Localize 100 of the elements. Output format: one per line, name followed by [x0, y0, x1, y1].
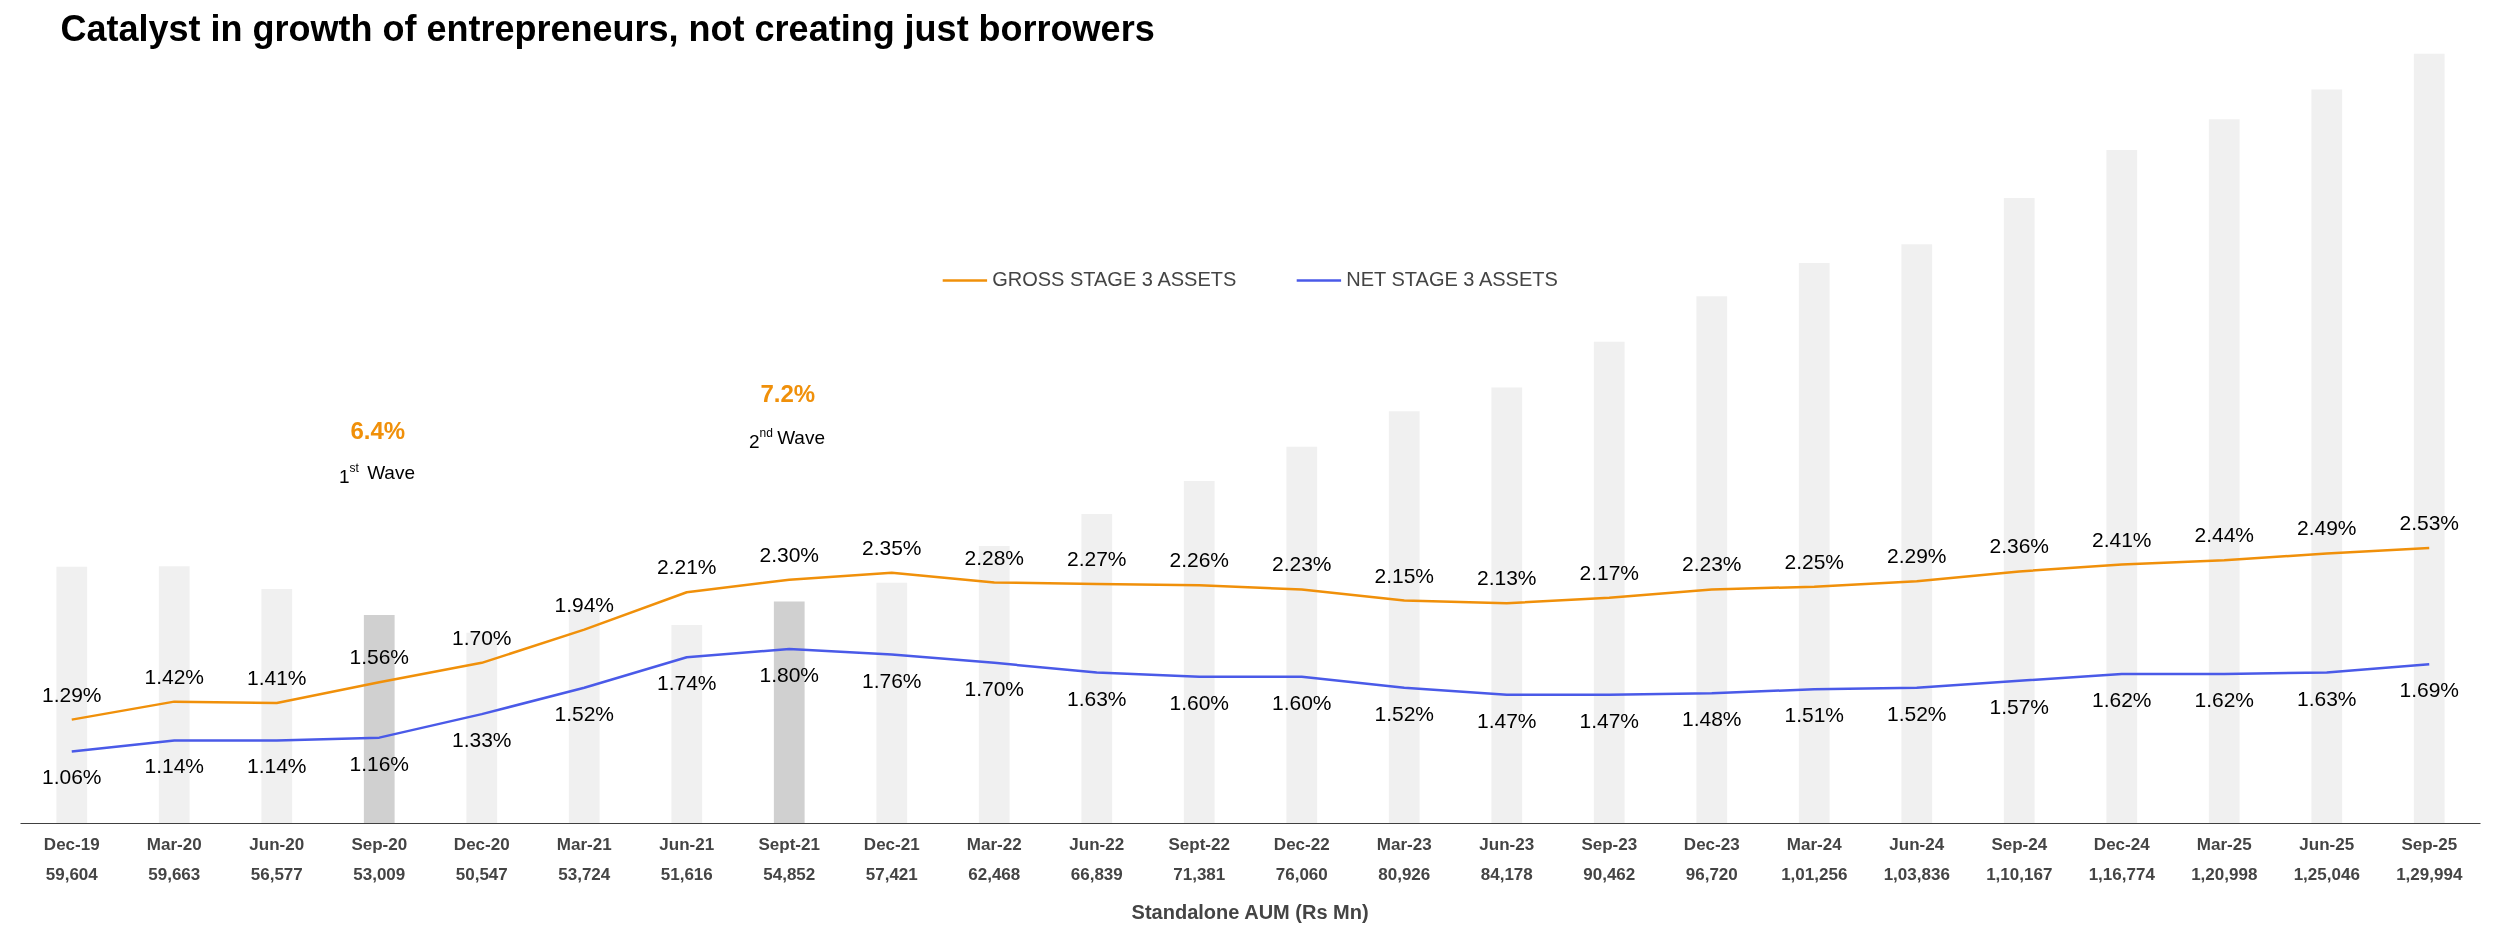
- data-label: 2.21%: [656, 555, 717, 579]
- data-label: 2.30%: [759, 542, 820, 566]
- x-tick-label: Sep-24: [1991, 834, 2048, 854]
- x-tick-label: Dec-19: [43, 834, 100, 854]
- data-label: 1,16,774: [2088, 864, 2156, 884]
- data-label: 56,577: [250, 864, 303, 884]
- data-label: 1,10,167: [1986, 864, 2053, 884]
- x-tick-label: Sep-23: [1581, 834, 1638, 854]
- data-label: 1.06%: [41, 765, 102, 789]
- data-label: 1.14%: [144, 754, 205, 778]
- data-label: 2.26%: [1169, 548, 1230, 572]
- x-tick-label: Mar-25: [2196, 834, 2252, 854]
- x-tick-label: Sept-21: [758, 834, 820, 854]
- data-label: 2.23%: [1271, 552, 1332, 576]
- data-label: 59,604: [45, 864, 99, 884]
- data-label: 1.76%: [861, 668, 922, 692]
- x-tick-label: Dec-20: [453, 834, 510, 854]
- chart-title: Catalyst in growth of entrepreneurs, not creating just borrowers: [60, 7, 1155, 49]
- data-label: 1.62%: [2194, 687, 2255, 711]
- x-tick-label: Jun-25: [2299, 834, 2355, 854]
- data-label: 1.41%: [246, 666, 307, 690]
- annotation: 6.4%: [350, 417, 406, 445]
- data-label: 2.23%: [1681, 552, 1742, 576]
- data-label: 53,009: [353, 864, 406, 884]
- data-label: 2.15%: [1374, 563, 1435, 587]
- data-label: 1.47%: [1476, 708, 1537, 732]
- data-label: 80,926: [1378, 864, 1431, 884]
- data-label: 1.63%: [1066, 686, 1127, 710]
- data-label: 1.70%: [451, 625, 512, 649]
- data-label: 54,852: [763, 864, 816, 884]
- x-tick-label: Mar-23: [1376, 834, 1432, 854]
- x-tick-label: Jun-23: [1479, 834, 1535, 854]
- data-label: 1.57%: [1989, 694, 2050, 718]
- x-tick-label: Jun-21: [659, 834, 715, 854]
- data-label: 59,663: [148, 864, 201, 884]
- data-label: 2.27%: [1066, 546, 1127, 570]
- data-label: 1.14%: [246, 754, 307, 778]
- data-label: 1.70%: [964, 676, 1025, 700]
- annotation: 7.2%: [760, 379, 816, 407]
- data-label: 66,839: [1070, 864, 1123, 884]
- x-tick-label: Mar-24: [1786, 834, 1843, 854]
- data-label: 1.74%: [656, 671, 717, 695]
- data-label: 1.60%: [1169, 690, 1230, 714]
- data-label: 1,20,998: [2191, 864, 2258, 884]
- x-tick-label: Dec-23: [1683, 834, 1740, 854]
- data-label: 1.52%: [554, 701, 615, 725]
- data-label: 2.28%: [964, 545, 1025, 569]
- data-label: 1,25,046: [2293, 864, 2360, 884]
- data-label: 1.29%: [41, 682, 102, 706]
- data-label: 1.60%: [1271, 690, 1332, 714]
- data-label: 1.63%: [2296, 686, 2357, 710]
- data-label: 1.42%: [144, 664, 205, 688]
- data-label: 1.52%: [1886, 701, 1947, 725]
- data-label: 2.41%: [2091, 527, 2152, 551]
- data-label: 84,178: [1480, 864, 1533, 884]
- data-label: 1.48%: [1681, 707, 1742, 731]
- x-axis-title: Standalone AUM (Rs Mn): [1131, 900, 1369, 923]
- data-label: 2.17%: [1579, 560, 1640, 584]
- data-label: 96,720: [1685, 864, 1738, 884]
- data-label: 1.94%: [554, 592, 615, 616]
- data-label: 51,616: [660, 864, 713, 884]
- x-tick-label: Jun-22: [1069, 834, 1125, 854]
- x-tick-label: Jun-24: [1889, 834, 1945, 854]
- data-label: 1.51%: [1784, 703, 1845, 727]
- data-label: 2.49%: [2296, 516, 2357, 540]
- data-label: 2.25%: [1784, 549, 1845, 573]
- x-tick-label: Dec-21: [863, 834, 920, 854]
- x-tick-label: Mar-20: [146, 834, 202, 854]
- data-label: 53,724: [558, 864, 611, 884]
- data-label: 1.33%: [451, 728, 512, 752]
- x-tick-label: Mar-21: [556, 834, 612, 854]
- data-label: 2.36%: [1989, 534, 2050, 558]
- data-label: 1.80%: [759, 663, 820, 686]
- data-label: 1.56%: [349, 645, 410, 669]
- data-label: 1.62%: [2091, 687, 2152, 711]
- legend-label: GROSS STAGE 3 ASSETS: [992, 268, 1237, 291]
- x-tick-label: Dec-24: [2093, 834, 2151, 854]
- x-tick-label: Dec-22: [1273, 834, 1330, 854]
- data-label: 2.29%: [1886, 544, 1947, 568]
- data-label: 2.13%: [1476, 566, 1537, 590]
- x-tick-label: Sep-25: [2401, 834, 2458, 854]
- data-label: 1,29,994: [2396, 864, 2463, 884]
- data-label: 1,01,256: [1781, 864, 1848, 884]
- data-label: 1.69%: [2399, 678, 2460, 702]
- data-label: 57,421: [865, 864, 918, 884]
- data-label: 1.52%: [1374, 701, 1435, 725]
- data-label: 71,381: [1173, 864, 1226, 884]
- data-label: 90,462: [1583, 864, 1636, 884]
- data-label: 2.35%: [861, 535, 922, 559]
- data-label: 1.16%: [349, 751, 410, 775]
- data-label: 1.47%: [1579, 708, 1640, 732]
- x-tick-label: Jun-20: [249, 834, 305, 854]
- data-label: 2.53%: [2399, 510, 2460, 534]
- x-tick-label: Sep-20: [351, 834, 408, 854]
- data-label: 62,468: [968, 864, 1021, 884]
- x-tick-label: Sept-22: [1168, 834, 1230, 854]
- data-label: 1,03,836: [1883, 864, 1950, 884]
- legend-label: NET STAGE 3 ASSETS: [1346, 268, 1558, 291]
- data-label: 50,547: [455, 864, 508, 884]
- x-tick-label: Mar-22: [966, 834, 1022, 854]
